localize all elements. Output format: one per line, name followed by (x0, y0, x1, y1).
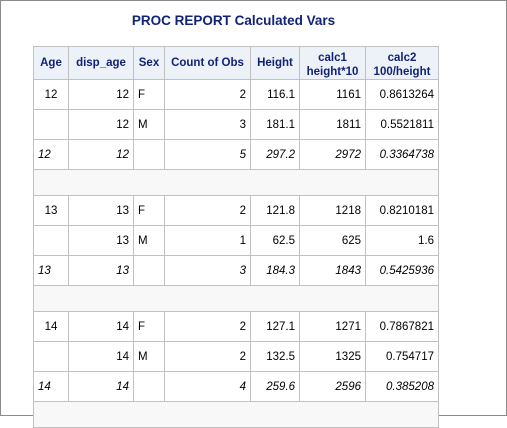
break-cell (33, 401, 439, 428)
cell-sex (133, 255, 165, 286)
header-calc2-line1: calc2 (387, 52, 417, 64)
cell-calc1: 1161 (299, 79, 366, 110)
cell-height: 62.5 (250, 225, 300, 256)
cell-count: 2 (164, 311, 251, 342)
cell-disp-age: 13 (68, 195, 134, 226)
header-calc2: calc2 100/height (365, 46, 439, 80)
cell-sex: M (133, 109, 165, 140)
cell-calc1: 1843 (299, 255, 366, 286)
cell-count: 5 (164, 139, 251, 170)
cell-calc2: 1.6 (365, 225, 439, 256)
cell-calc2: 0.5425936 (365, 255, 439, 286)
header-calc1: calc1 height*10 (299, 46, 366, 80)
report-table: Age disp_age Sex Count of Obs Height cal… (33, 46, 439, 428)
header-count-of-obs: Count of Obs (164, 46, 251, 80)
break-row (33, 285, 439, 312)
cell-height: 184.3 (250, 255, 300, 286)
cell-calc2: 0.3364738 (365, 139, 439, 170)
cell-sex: F (133, 311, 165, 342)
cell-age: 12 (33, 139, 69, 170)
cell-height: 259.6 (250, 371, 300, 402)
header-calc1-line2: height*10 (306, 66, 359, 78)
cell-height: 127.1 (250, 311, 300, 342)
cell-disp-age: 14 (68, 371, 134, 402)
cell-calc2: 0.754717 (365, 341, 439, 372)
cell-calc1: 625 (299, 225, 366, 256)
cell-age (33, 109, 69, 140)
cell-count: 2 (164, 341, 251, 372)
cell-age: 13 (33, 195, 69, 226)
table-row: 14 M 2 132.5 1325 0.754717 (33, 341, 439, 372)
cell-disp-age: 12 (68, 139, 134, 170)
cell-calc1: 2596 (299, 371, 366, 402)
cell-calc2: 0.7867821 (365, 311, 439, 342)
header-calc2-line2: 100/height (373, 66, 431, 78)
cell-sex: F (133, 79, 165, 110)
cell-age (33, 225, 69, 256)
table-row: 13 13 F 2 121.8 1218 0.8210181 (33, 195, 439, 226)
cell-calc1: 1811 (299, 109, 366, 140)
cell-disp-age: 14 (68, 311, 134, 342)
break-row (33, 401, 439, 428)
cell-disp-age: 12 (68, 79, 134, 110)
break-row (33, 169, 439, 196)
cell-count: 4 (164, 371, 251, 402)
header-sex: Sex (133, 46, 165, 80)
table-row: 13 M 1 62.5 625 1.6 (33, 225, 439, 256)
cell-age: 12 (33, 79, 69, 110)
summary-row: 14 14 4 259.6 2596 0.385208 (33, 371, 439, 402)
cell-count: 3 (164, 109, 251, 140)
header-age: Age (33, 46, 69, 80)
cell-disp-age: 13 (68, 225, 134, 256)
cell-age: 14 (33, 311, 69, 342)
cell-age: 13 (33, 255, 69, 286)
cell-calc2: 0.8210181 (365, 195, 439, 226)
header-disp-age: disp_age (68, 46, 134, 80)
table-row: 12 M 3 181.1 1811 0.5521811 (33, 109, 439, 140)
cell-count: 3 (164, 255, 251, 286)
cell-height: 297.2 (250, 139, 300, 170)
header-row: Age disp_age Sex Count of Obs Height cal… (33, 46, 439, 80)
summary-row: 12 12 5 297.2 2972 0.3364738 (33, 139, 439, 170)
header-height: Height (250, 46, 300, 80)
break-cell (33, 169, 439, 196)
cell-calc1: 1325 (299, 341, 366, 372)
cell-sex: M (133, 341, 165, 372)
cell-age (33, 341, 69, 372)
cell-count: 1 (164, 225, 251, 256)
cell-sex: F (133, 195, 165, 226)
cell-calc1: 1218 (299, 195, 366, 226)
cell-disp-age: 13 (68, 255, 134, 286)
cell-sex (133, 371, 165, 402)
summary-row: 13 13 3 184.3 1843 0.5425936 (33, 255, 439, 286)
cell-disp-age: 14 (68, 341, 134, 372)
break-cell (33, 285, 439, 312)
cell-count: 2 (164, 195, 251, 226)
cell-disp-age: 12 (68, 109, 134, 140)
header-calc1-line1: calc1 (318, 52, 347, 64)
cell-height: 116.1 (250, 79, 300, 110)
cell-count: 2 (164, 79, 251, 110)
cell-sex (133, 139, 165, 170)
cell-sex: M (133, 225, 165, 256)
report-title: PROC REPORT Calculated Vars (131, 13, 336, 28)
cell-height: 181.1 (250, 109, 300, 140)
cell-calc2: 0.8613264 (365, 79, 439, 110)
cell-calc2: 0.385208 (365, 371, 439, 402)
cell-calc2: 0.5521811 (365, 109, 439, 140)
cell-height: 132.5 (250, 341, 300, 372)
table-row: 12 12 F 2 116.1 1161 0.8613264 (33, 79, 439, 110)
cell-calc1: 2972 (299, 139, 366, 170)
table-row: 14 14 F 2 127.1 1271 0.7867821 (33, 311, 439, 342)
cell-height: 121.8 (250, 195, 300, 226)
cell-calc1: 1271 (299, 311, 366, 342)
cell-age: 14 (33, 371, 69, 402)
